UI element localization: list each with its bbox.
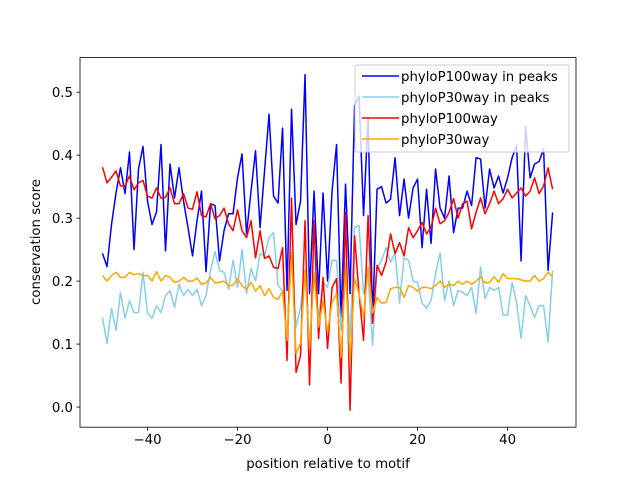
series-line-phylop30way-in-peaks — [101, 224, 554, 347]
legend-label: phyloP30way in peaks — [401, 91, 549, 106]
series-line-phylop100way-in-peaks — [101, 73, 554, 320]
series-line-phylop30way — [101, 252, 554, 364]
legend-box — [354, 64, 570, 153]
legend-label: phyloP100way in peaks — [401, 70, 558, 85]
y-tick-label: 0.2 — [52, 275, 73, 290]
x-tick-label: 0 — [323, 433, 331, 448]
y-axis: 0.0 0.1 0.2 0.3 0.4 0.5 — [52, 86, 80, 416]
series-layer — [101, 73, 554, 411]
y-tick-label: 0.0 — [52, 401, 73, 416]
axes-frame — [79, 57, 577, 428]
y-tick-label: 0.1 — [52, 338, 73, 353]
x-axis: −40 −20 0 20 40 — [133, 427, 516, 448]
y-tick-label: 0.4 — [52, 149, 73, 164]
y-tick-label: 0.5 — [52, 86, 73, 101]
legend: phyloP100way in peaks phyloP30way in peak… — [354, 64, 570, 153]
x-tick-label: 20 — [409, 433, 426, 448]
y-tick-label: 0.3 — [52, 212, 73, 227]
x-axis-label: position relative to motif — [246, 457, 410, 472]
x-tick-label: 40 — [499, 433, 516, 448]
y-axis-label: conservation score — [29, 179, 44, 305]
legend-label: phyloP100way — [401, 112, 498, 127]
x-tick-label: −20 — [224, 433, 252, 448]
legend-label: phyloP30way — [401, 133, 490, 148]
x-tick-label: −40 — [133, 433, 161, 448]
series-line-phylop100way — [101, 166, 554, 411]
